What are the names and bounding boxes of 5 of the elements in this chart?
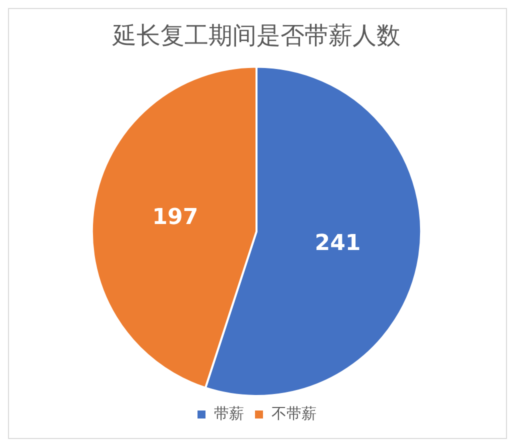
legend-label: 带薪 bbox=[214, 404, 244, 422]
legend-label: 不带薪 bbox=[272, 404, 316, 422]
data-label: 197 bbox=[152, 205, 198, 230]
data-label: 241 bbox=[314, 231, 361, 256]
chart-title: 延长复工期间是否带薪人数 bbox=[112, 22, 400, 50]
